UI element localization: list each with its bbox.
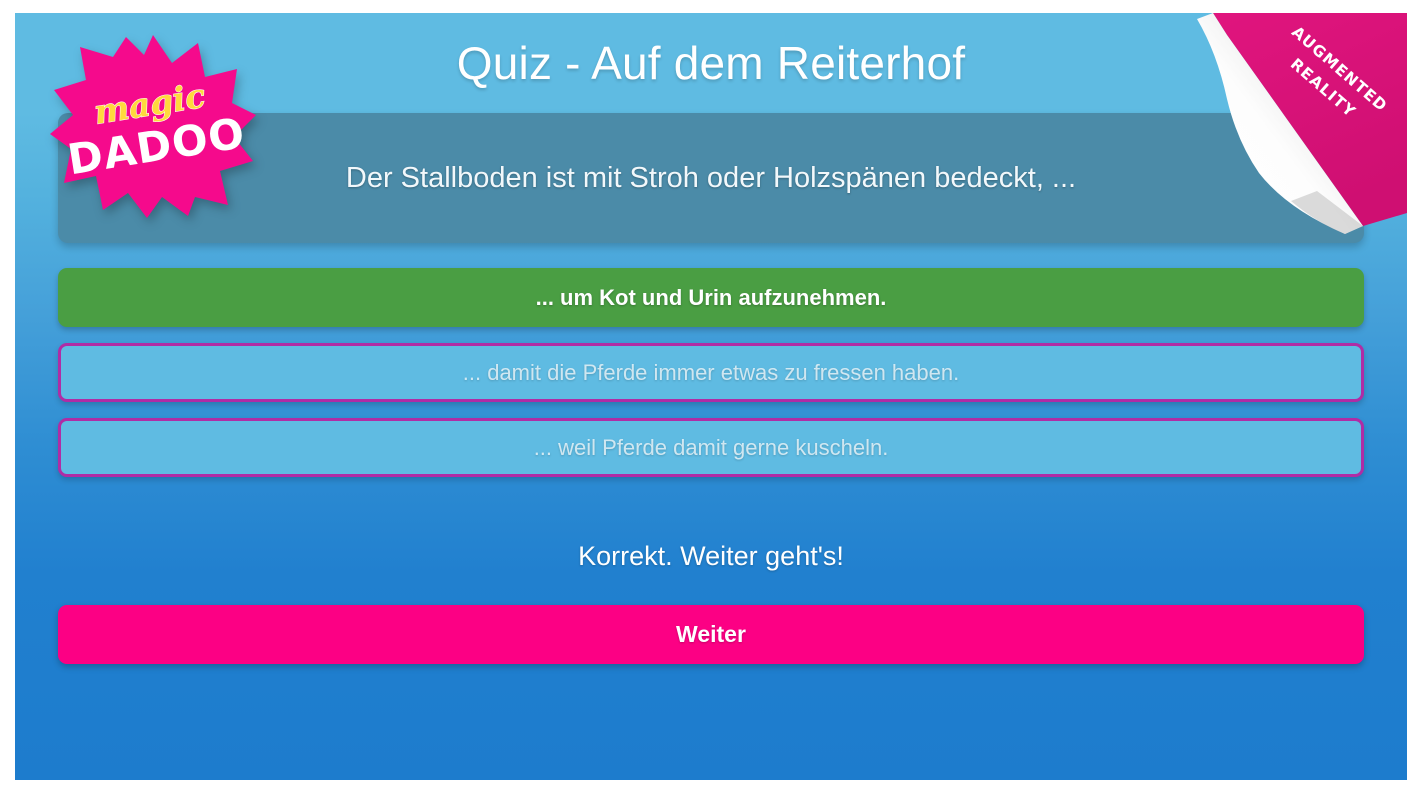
- question-text: Der Stallboden ist mit Stroh oder Holzsp…: [345, 161, 1077, 194]
- starburst-shape: [50, 35, 256, 218]
- app-window: Quiz - Auf dem Reiterhof Der Stallboden …: [15, 13, 1407, 780]
- question-panel: Der Stallboden ist mit Stroh oder Holzsp…: [58, 113, 1364, 243]
- feedback-message: Korrekt. Weiter geht's!: [578, 540, 844, 571]
- app-header: Quiz - Auf dem Reiterhof: [15, 13, 1407, 113]
- answer-option-label: ... weil Pferde damit gerne kuscheln.: [533, 434, 889, 460]
- continue-button[interactable]: Weiter: [58, 605, 1364, 664]
- answer-option-3[interactable]: ... weil Pferde damit gerne kuscheln.: [58, 418, 1364, 477]
- answer-option-label: ... damit die Pferde immer etwas zu fres…: [462, 359, 960, 385]
- page-title: Quiz - Auf dem Reiterhof: [456, 37, 966, 89]
- answer-option-2[interactable]: ... damit die Pferde immer etwas zu fres…: [58, 343, 1364, 402]
- answer-option-label: ... um Kot und Urin aufzunehmen.: [535, 284, 887, 310]
- answer-option-1[interactable]: ... um Kot und Urin aufzunehmen.: [58, 268, 1364, 327]
- answer-list: ... um Kot und Urin aufzunehmen. ... dam…: [58, 268, 1364, 493]
- magic-dadoo-logo: magic DADOO: [48, 33, 258, 218]
